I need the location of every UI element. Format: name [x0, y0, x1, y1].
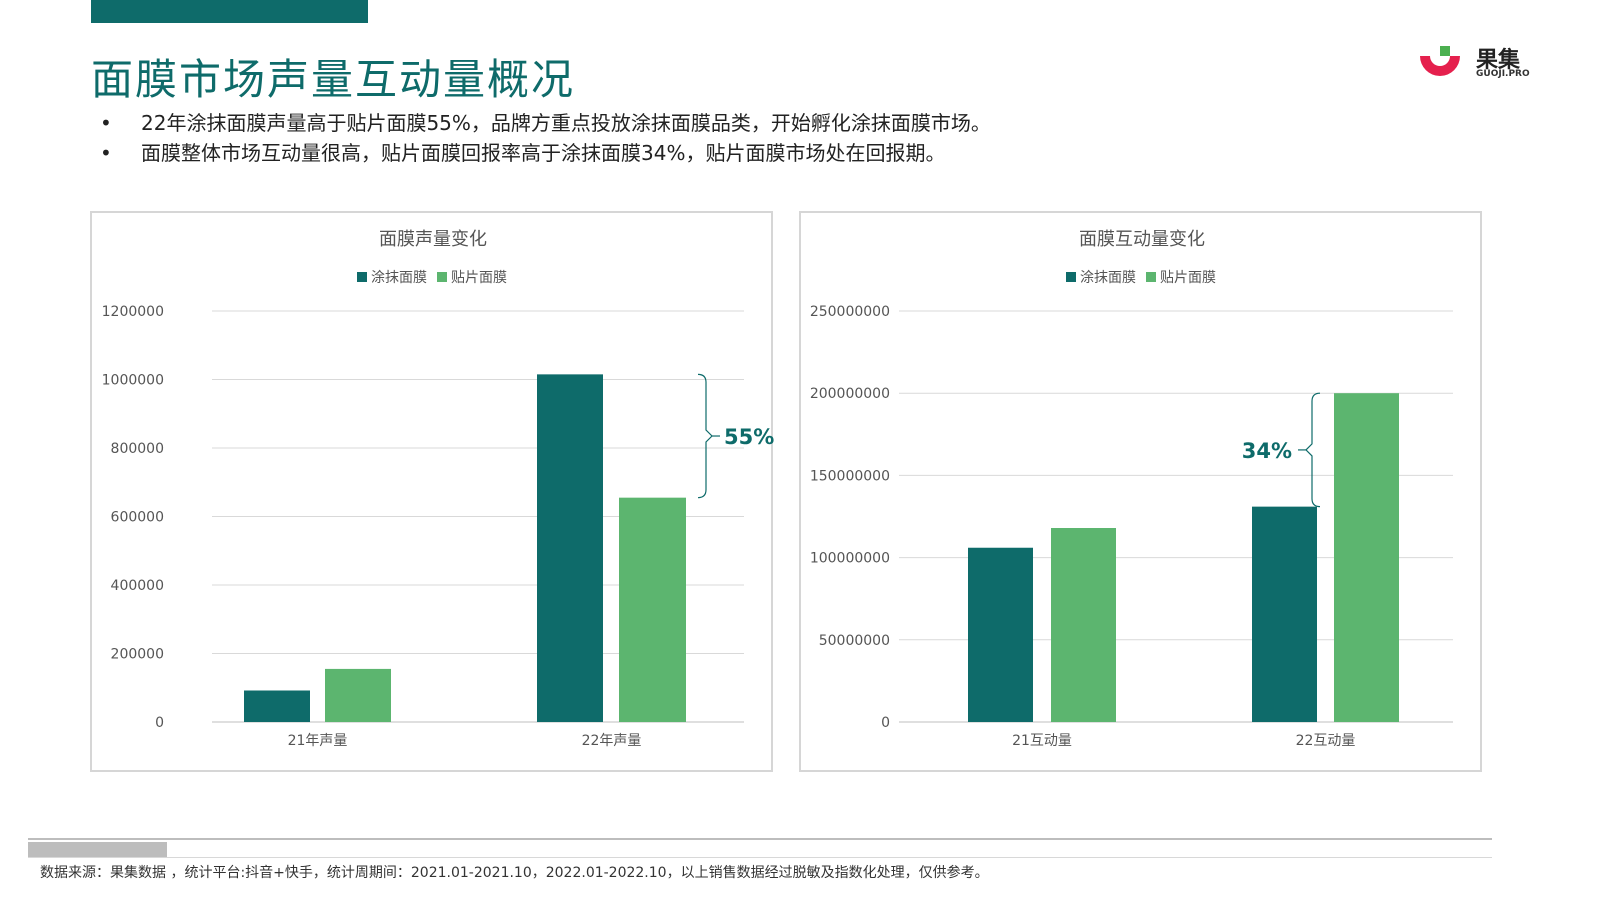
legend-label: 贴片面膜	[1160, 270, 1216, 286]
bar	[244, 690, 310, 722]
bar	[1051, 528, 1116, 722]
source-note: 数据来源：果集数据 ，统计平台:抖音+快手，统计周期间：2021.01-2021…	[40, 865, 989, 881]
x-tick-label: 21年声量	[288, 733, 348, 749]
legend-swatch	[1066, 272, 1076, 282]
footer-divider-thin	[28, 857, 1492, 858]
legend-label: 涂抹面膜	[1080, 270, 1136, 286]
y-tick-label: 0	[881, 715, 890, 731]
difference-bracket	[697, 373, 713, 499]
footer-accent-block	[28, 842, 167, 858]
legend-label: 涂抹面膜	[371, 270, 427, 286]
bar	[1252, 506, 1317, 722]
bullet-item: • 22年涂抹面膜声量高于贴片面膜55%，品牌方重点投放涂抹面膜品类，开始孵化涂…	[100, 108, 991, 138]
bar	[325, 668, 391, 722]
difference-bracket	[1305, 392, 1321, 508]
difference-label: 55%	[724, 425, 774, 449]
y-tick-label: 400000	[111, 578, 164, 594]
chart-title: 面膜声量变化	[379, 229, 487, 250]
y-tick-label: 200000000	[810, 386, 890, 402]
legend-swatch	[437, 272, 447, 282]
y-tick-label: 50000000	[819, 633, 890, 649]
header-accent-bar	[91, 0, 368, 23]
y-tick-label: 100000000	[810, 551, 890, 567]
footer-divider	[28, 838, 1492, 840]
bullet-item: • 面膜整体市场互动量很高，贴片面膜回报率高于涂抹面膜34%，贴片面膜市场处在回…	[100, 138, 991, 168]
y-tick-label: 1000000	[102, 373, 164, 389]
bullet-text: 面膜整体市场互动量很高，贴片面膜回报率高于涂抹面膜34%，贴片面膜市场处在回报期…	[141, 141, 946, 165]
logo-mark-icon	[1420, 46, 1460, 76]
legend-swatch	[357, 272, 367, 282]
chart-title: 面膜互动量变化	[1079, 229, 1205, 250]
bullet-dot: •	[100, 111, 112, 135]
chart-panel-volume: 面膜声量变化涂抹面膜 贴片面膜 0 200000 400000 600000 800000 1…	[90, 211, 775, 772]
logo-text: 果集	[1476, 48, 1521, 73]
x-tick-label: 22互动量	[1296, 733, 1356, 749]
y-tick-label: 800000	[111, 441, 164, 457]
bar	[537, 374, 603, 722]
y-tick-label: 600000	[111, 510, 164, 526]
x-tick-label: 22年声量	[582, 733, 642, 749]
y-tick-label: 0	[155, 715, 164, 731]
legend-label: 贴片面膜	[451, 270, 507, 286]
summary-bullets: • 22年涂抹面膜声量高于贴片面膜55%，品牌方重点投放涂抹面膜品类，开始孵化涂…	[100, 108, 991, 168]
difference-label: 34%	[1242, 439, 1292, 463]
chart-panel-interaction: 面膜互动量变化涂抹面膜 贴片面膜 0 50000000 100000000 1500000…	[799, 211, 1482, 772]
bar	[1334, 393, 1399, 722]
y-tick-label: 200000	[111, 647, 164, 663]
y-tick-label: 250000000	[810, 304, 890, 320]
bar	[968, 547, 1033, 722]
bullet-dot: •	[100, 141, 112, 165]
brand-logo: 果集 GUOJI.PRO	[1414, 42, 1532, 88]
y-tick-label: 150000000	[810, 468, 890, 484]
page-title: 面膜市场声量互动量概况	[91, 55, 576, 104]
bar	[619, 497, 686, 722]
y-tick-label: 1200000	[102, 304, 164, 320]
logo-subtext: GUOJI.PRO	[1476, 69, 1530, 79]
legend-swatch	[1146, 272, 1156, 282]
x-tick-label: 21互动量	[1012, 733, 1072, 749]
bullet-text: 22年涂抹面膜声量高于贴片面膜55%，品牌方重点投放涂抹面膜品类，开始孵化涂抹面…	[141, 111, 991, 135]
